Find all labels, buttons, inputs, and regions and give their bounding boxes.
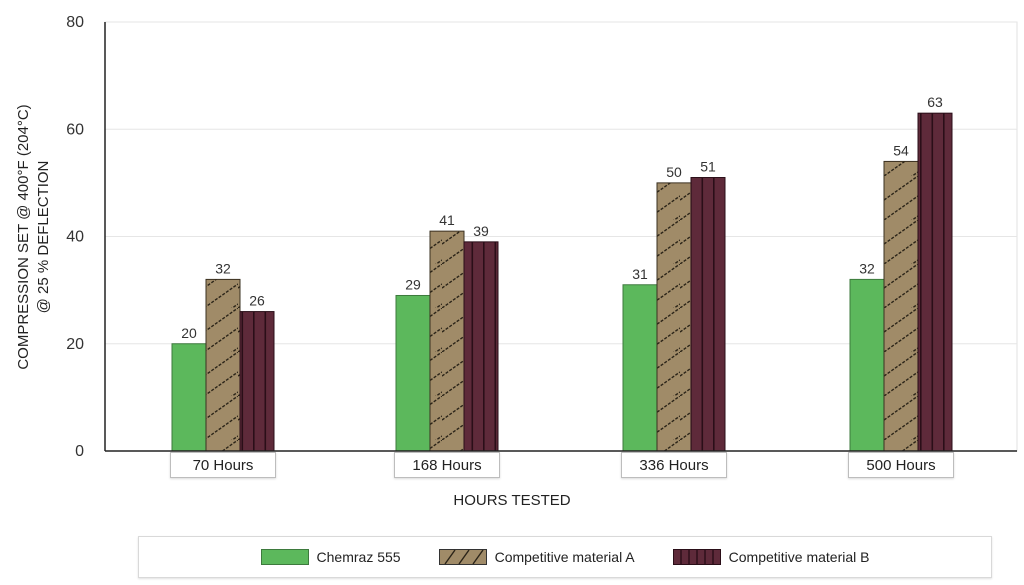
legend-label: Competitive material A (494, 549, 635, 565)
bar (849, 278, 885, 452)
y-axis-title: COMPRESSION SET @ 400°F (204°C) @ 25 % D… (6, 22, 62, 452)
y-axis-title-line2: @ 25 % DEFLECTION (35, 160, 52, 314)
legend-swatch-hatched (438, 549, 487, 565)
bar-value-label: 51 (700, 159, 716, 175)
y-tick-label: 20 (66, 336, 84, 353)
bar-value-label: 20 (181, 325, 197, 341)
bar-group: 31 50 51 (622, 159, 726, 452)
bar (690, 177, 726, 452)
bar-value-label: 54 (893, 142, 909, 158)
bar-value-label: 39 (473, 223, 489, 239)
bar-value-label: 32 (859, 260, 875, 276)
legend-item-material-b: Competitive material B (672, 549, 870, 565)
bar-value-label: 26 (249, 293, 265, 309)
legend-label: Competitive material B (728, 549, 870, 565)
bar-value-label: 31 (632, 266, 648, 282)
bar-value-label: 29 (405, 276, 421, 292)
bar (171, 343, 207, 452)
bar (429, 230, 465, 452)
bar (463, 241, 499, 452)
legend: Chemraz 555 Competitive material A Compe… (138, 536, 992, 578)
legend-swatch-green (260, 549, 309, 565)
bar (395, 294, 431, 452)
bar-group: 20 32 26 (171, 260, 275, 452)
x-axis-title: HOURS TESTED (453, 492, 571, 509)
bar (883, 160, 919, 452)
bar-group: 32 54 63 (849, 94, 953, 452)
plot-area: 0 20 40 60 80 20 32 26 29 41 39 31 50 51 32 54 63 (66, 14, 1018, 460)
y-tick-label: 40 (66, 229, 84, 246)
x-category-label: 168 Hours (394, 452, 500, 478)
y-tick-label: 0 (75, 443, 84, 460)
y-axis-title-line1: COMPRESSION SET @ 400°F (204°C) (15, 104, 32, 370)
legend-item-chemraz-555: Chemraz 555 (260, 549, 401, 565)
legend-label: Chemraz 555 (316, 549, 401, 565)
legend-swatch-striped (672, 549, 721, 565)
bar (239, 311, 275, 452)
bar (622, 284, 658, 452)
bar-value-label: 63 (927, 94, 943, 110)
y-tick-label: 60 (66, 121, 84, 138)
bar (205, 278, 241, 452)
legend-item-material-a: Competitive material A (438, 549, 635, 565)
y-tick-label: 80 (66, 14, 84, 31)
x-category-label: 500 Hours (848, 452, 954, 478)
x-category-label: 336 Hours (621, 452, 727, 478)
bar (917, 112, 953, 452)
bar-value-label: 32 (215, 260, 231, 276)
x-category-label: 70 Hours (170, 452, 276, 478)
bar-value-label: 41 (439, 212, 455, 228)
bar-group: 29 41 39 (395, 212, 499, 452)
bar (656, 182, 692, 452)
bar-value-label: 50 (666, 164, 682, 180)
